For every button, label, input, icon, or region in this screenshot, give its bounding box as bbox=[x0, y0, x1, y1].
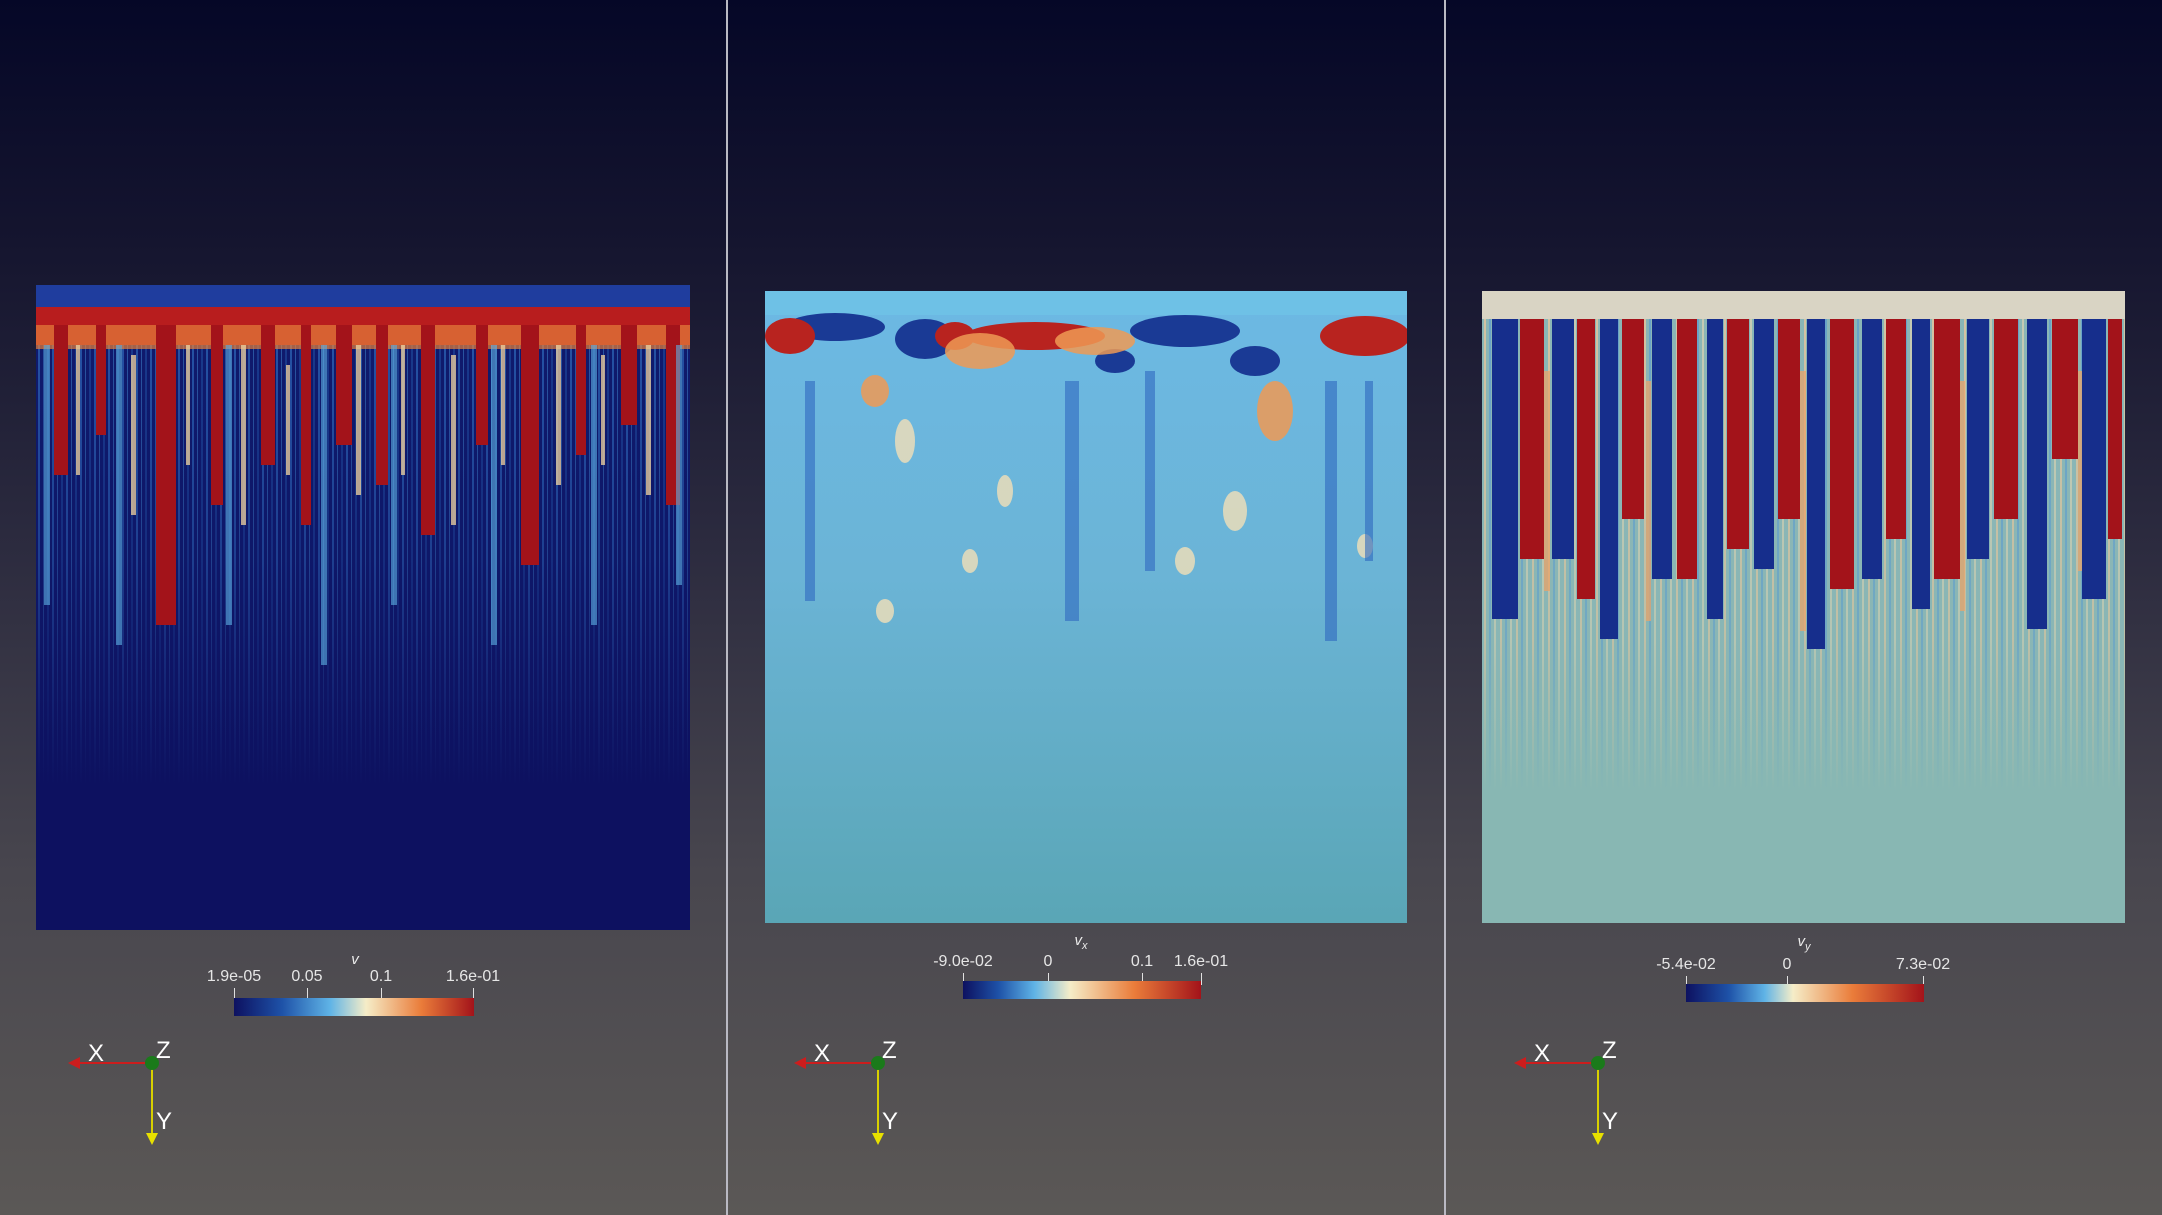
render-view-1[interactable]: v 1.9e-05 0.05 0.1 1.6e-01 X Z Y bbox=[0, 0, 726, 1215]
colorbar-tick bbox=[1142, 973, 1143, 985]
velocity-y-field[interactable] bbox=[1482, 291, 2125, 923]
colorbar-tick bbox=[234, 988, 235, 1000]
colorbar bbox=[963, 981, 1201, 999]
velocity-x-field[interactable] bbox=[765, 291, 1407, 923]
colorbar-tick bbox=[963, 973, 964, 985]
colorbar-tick bbox=[1923, 976, 1924, 988]
colorbar bbox=[234, 998, 474, 1016]
colorbar-tick-label: 1.6e-01 bbox=[445, 968, 501, 985]
colorbar-tick bbox=[381, 988, 382, 1000]
colorbar-tick bbox=[1201, 973, 1202, 985]
colorbar-tick-label: 0 bbox=[1043, 953, 1053, 970]
colorbar-tick-label: 1.6e-01 bbox=[1173, 953, 1229, 970]
colorbar-title: vy bbox=[1797, 933, 1811, 953]
axis-z-label: Z bbox=[1602, 1037, 1617, 1064]
velocity-magnitude-plot bbox=[36, 285, 690, 930]
axis-y-label: Y bbox=[156, 1108, 173, 1135]
colorbar-tick bbox=[307, 988, 308, 1000]
colorbar-tick-label: -9.0e-02 bbox=[933, 953, 993, 970]
axis-y-label: Y bbox=[1602, 1108, 1619, 1135]
axis-z-label: Z bbox=[882, 1037, 897, 1064]
axis-x-label: X bbox=[88, 1040, 105, 1067]
orientation-axes: X Z Y bbox=[60, 1035, 200, 1155]
view-divider[interactable] bbox=[1444, 0, 1446, 1215]
colorbar-tick-label: 7.3e-02 bbox=[1895, 956, 1951, 973]
colorbar bbox=[1686, 984, 1924, 1002]
orientation-axes: X Z Y bbox=[1506, 1035, 1646, 1155]
velocity-x-plot bbox=[765, 291, 1407, 923]
colorbar-tick bbox=[1048, 973, 1049, 985]
velocity-magnitude-field[interactable] bbox=[36, 285, 690, 930]
render-view-2[interactable]: vx -9.0e-02 0 0.1 1.6e-01 X Z Y bbox=[728, 0, 1444, 1215]
colorbar-title: vx bbox=[1074, 932, 1088, 952]
view-divider[interactable] bbox=[726, 0, 728, 1215]
axis-x-label: X bbox=[1534, 1040, 1551, 1067]
colorbar-title: v bbox=[351, 951, 359, 968]
axis-z-label: Z bbox=[156, 1037, 171, 1064]
colorbar-tick bbox=[1787, 976, 1788, 988]
orientation-axes: X Z Y bbox=[786, 1035, 926, 1155]
colorbar-tick-label: 0 bbox=[1782, 956, 1792, 973]
colorbar-tick-label: 0.1 bbox=[1130, 953, 1154, 970]
colorbar-tick bbox=[1686, 976, 1687, 988]
velocity-y-plot bbox=[1482, 291, 2125, 923]
colorbar-tick-label: -5.4e-02 bbox=[1656, 956, 1716, 973]
colorbar-tick-label: 1.9e-05 bbox=[206, 968, 262, 985]
colorbar-tick bbox=[473, 988, 474, 1000]
render-view-3[interactable]: vy -5.4e-02 0 7.3e-02 X Z Y bbox=[1446, 0, 2162, 1215]
axis-x-label: X bbox=[814, 1040, 831, 1067]
colorbar-tick-label: 0.05 bbox=[291, 968, 323, 985]
axis-y-label: Y bbox=[882, 1108, 899, 1135]
colorbar-tick-label: 0.1 bbox=[369, 968, 393, 985]
